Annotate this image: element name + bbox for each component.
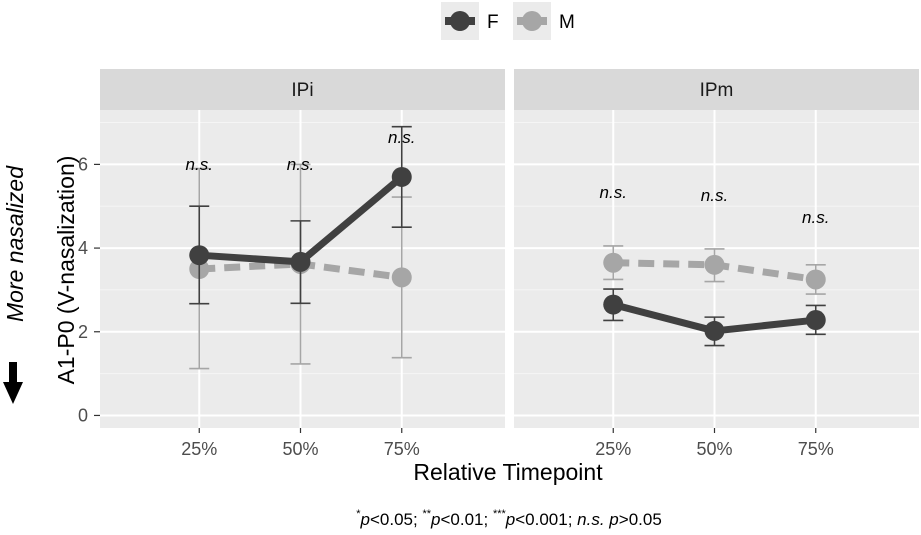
y-axis-title: A1-P0 (V-nasalization) [53, 156, 79, 385]
data-point [391, 166, 412, 187]
x-axis-title: Relative Timepoint [413, 459, 603, 485]
significance-label: n.s. [802, 208, 829, 227]
y-tick-label: 0 [78, 405, 88, 425]
data-point [189, 245, 210, 266]
y-tick-label: 2 [78, 322, 88, 342]
x-tick-label: 75% [798, 439, 834, 459]
x-tick-label: 75% [384, 439, 420, 459]
panel-ipm: IPm 25% 50% 75% n.s. n.s. n.s. [514, 69, 919, 459]
series-f [189, 125, 412, 305]
data-point [805, 310, 826, 331]
significance-label: n.s. [600, 183, 627, 202]
legend-label-m: M [559, 12, 575, 33]
significance-label: n.s. [388, 128, 415, 147]
data-point [603, 252, 624, 273]
panel-strip [514, 69, 919, 110]
panel-strip-label: IPm [700, 80, 734, 101]
data-point [704, 320, 725, 341]
footnote: *p<0.05; **p<0.01; ***p<0.001; n.s. p>0.… [356, 508, 662, 529]
significance-label: n.s. [701, 186, 728, 205]
data-point [290, 251, 311, 272]
panel-strip-label: IPi [291, 80, 313, 101]
y-tick-label: 6 [78, 154, 88, 174]
x-tick-label: 25% [595, 439, 631, 459]
x-tick-label: 25% [181, 439, 217, 459]
legend-key-m-point [522, 11, 542, 31]
data-point [704, 254, 725, 275]
legend: F M [441, 2, 575, 40]
data-point [603, 294, 624, 315]
panel-ipi: IPi 25% 50% 75% n.s. n.s. n.s. [100, 69, 505, 459]
panel-strip [100, 69, 505, 110]
y-tick-label: 4 [78, 238, 88, 258]
series-f [603, 288, 826, 347]
x-tick-label: 50% [282, 439, 318, 459]
series-m [603, 245, 826, 295]
significance-label: n.s. [287, 155, 314, 174]
down-arrow-icon [3, 362, 23, 404]
data-point [805, 269, 826, 290]
significance-label: n.s. [186, 155, 213, 174]
data-point [391, 267, 412, 288]
legend-label-f: F [487, 12, 499, 33]
panels: IPi 25% 50% 75% n.s. n.s. n.s. IPm 25% 50% 75% n.s.… [100, 69, 919, 459]
legend-key-f-point [450, 11, 470, 31]
x-tick-label: 50% [696, 439, 732, 459]
y-axis-annotation: More nasalized [2, 165, 28, 322]
y-axis: 0 2 4 6 [78, 154, 100, 425]
